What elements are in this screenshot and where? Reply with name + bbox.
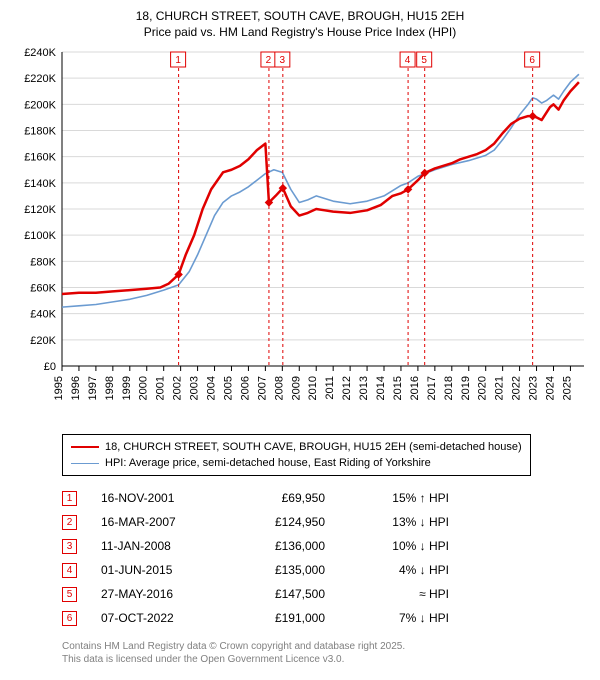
transactions-table: 1 16-NOV-2001 £69,950 15% ↑ HPI 2 16-MAR-2007… — [62, 486, 590, 630]
svg-text:2011: 2011 — [324, 376, 336, 400]
transaction-row: 1 16-NOV-2001 £69,950 15% ↑ HPI — [62, 486, 590, 510]
chart-container: 18, CHURCH STREET, SOUTH CAVE, BROUGH, H… — [0, 0, 600, 672]
transaction-date: 11-JAN-2008 — [101, 539, 211, 553]
transaction-delta: 7% ↓ HPI — [349, 611, 449, 625]
svg-text:£20K: £20K — [30, 335, 56, 347]
footnote-line2: This data is licensed under the Open Gov… — [62, 654, 344, 665]
transaction-badge: 6 — [62, 611, 77, 626]
svg-text:2: 2 — [266, 55, 272, 66]
svg-text:£0: £0 — [44, 361, 56, 373]
transaction-row: 4 01-JUN-2015 £135,000 4% ↓ HPI — [62, 558, 590, 582]
svg-text:2017: 2017 — [426, 376, 438, 400]
svg-text:2004: 2004 — [206, 376, 218, 400]
svg-text:1996: 1996 — [70, 376, 82, 400]
svg-text:2005: 2005 — [222, 376, 234, 400]
transaction-date: 16-NOV-2001 — [101, 491, 211, 505]
chart-svg: £0 £20K £40K £60K £80K £100K £120K £140K £160K £1… — [10, 46, 588, 426]
svg-text:1998: 1998 — [104, 376, 116, 400]
svg-text:£220K: £220K — [24, 74, 56, 86]
transaction-badge: 1 — [62, 491, 77, 506]
legend-swatch — [71, 463, 99, 464]
footnote: Contains HM Land Registry data © Crown c… — [62, 640, 590, 666]
svg-text:£180K: £180K — [24, 126, 56, 138]
svg-text:5: 5 — [421, 55, 427, 66]
transaction-price: £147,500 — [235, 587, 325, 601]
transaction-badge: 3 — [62, 539, 77, 554]
svg-text:£40K: £40K — [30, 309, 56, 321]
transaction-row: 2 16-MAR-2007 £124,950 13% ↓ HPI — [62, 510, 590, 534]
svg-text:2025: 2025 — [561, 376, 573, 400]
svg-text:2007: 2007 — [256, 376, 268, 400]
transaction-price: £191,000 — [235, 611, 325, 625]
transaction-date: 01-JUN-2015 — [101, 563, 211, 577]
svg-text:2003: 2003 — [189, 376, 201, 400]
legend: 18, CHURCH STREET, SOUTH CAVE, BROUGH, H… — [62, 434, 531, 476]
svg-text:2013: 2013 — [358, 376, 370, 400]
transaction-date: 16-MAR-2007 — [101, 515, 211, 529]
transaction-row: 6 07-OCT-2022 £191,000 7% ↓ HPI — [62, 606, 590, 630]
legend-label: HPI: Average price, semi-detached house,… — [105, 457, 431, 469]
transaction-date: 07-OCT-2022 — [101, 611, 211, 625]
transaction-price: £124,950 — [235, 515, 325, 529]
svg-text:2008: 2008 — [273, 376, 285, 400]
svg-text:2024: 2024 — [544, 376, 556, 400]
svg-text:£100K: £100K — [24, 231, 56, 243]
svg-text:2010: 2010 — [307, 376, 319, 400]
svg-text:1: 1 — [175, 55, 181, 66]
svg-text:£120K: £120K — [24, 204, 56, 216]
transaction-delta: ≈ HPI — [349, 587, 449, 601]
transaction-badge: 5 — [62, 587, 77, 602]
svg-text:2015: 2015 — [392, 376, 404, 400]
svg-text:2022: 2022 — [511, 376, 523, 400]
svg-text:£160K: £160K — [24, 152, 56, 164]
svg-text:2000: 2000 — [138, 376, 150, 400]
svg-text:£60K: £60K — [30, 283, 56, 295]
transaction-price: £136,000 — [235, 539, 325, 553]
transaction-delta: 4% ↓ HPI — [349, 563, 449, 577]
svg-text:£80K: £80K — [30, 257, 56, 269]
transaction-row: 3 11-JAN-2008 £136,000 10% ↓ HPI — [62, 534, 590, 558]
svg-text:1995: 1995 — [53, 376, 65, 400]
transaction-date: 27-MAY-2016 — [101, 587, 211, 601]
legend-label: 18, CHURCH STREET, SOUTH CAVE, BROUGH, H… — [105, 441, 522, 453]
transaction-delta: 10% ↓ HPI — [349, 539, 449, 553]
svg-text:2012: 2012 — [341, 376, 353, 400]
svg-text:£240K: £240K — [24, 47, 56, 59]
chart-title: 18, CHURCH STREET, SOUTH CAVE, BROUGH, H… — [10, 8, 590, 40]
footnote-line1: Contains HM Land Registry data © Crown c… — [62, 641, 405, 652]
transaction-badge: 4 — [62, 563, 77, 578]
title-line2: Price paid vs. HM Land Registry's House … — [144, 25, 456, 39]
legend-swatch — [71, 446, 99, 448]
svg-text:2001: 2001 — [155, 376, 167, 400]
svg-text:2023: 2023 — [528, 376, 540, 400]
svg-text:4: 4 — [405, 55, 411, 66]
legend-item: HPI: Average price, semi-detached house,… — [71, 455, 522, 471]
transaction-delta: 13% ↓ HPI — [349, 515, 449, 529]
svg-text:1997: 1997 — [87, 376, 99, 400]
svg-text:£140K: £140K — [24, 178, 56, 190]
svg-text:3: 3 — [280, 55, 286, 66]
svg-text:2020: 2020 — [477, 376, 489, 400]
svg-text:2016: 2016 — [409, 376, 421, 400]
transaction-delta: 15% ↑ HPI — [349, 491, 449, 505]
transaction-row: 5 27-MAY-2016 £147,500 ≈ HPI — [62, 582, 590, 606]
transaction-price: £69,950 — [235, 491, 325, 505]
svg-text:2009: 2009 — [290, 376, 302, 400]
svg-text:6: 6 — [529, 55, 535, 66]
line-chart: £0 £20K £40K £60K £80K £100K £120K £140K £160K £1… — [10, 46, 588, 426]
svg-text:2021: 2021 — [494, 376, 506, 400]
legend-item: 18, CHURCH STREET, SOUTH CAVE, BROUGH, H… — [71, 439, 522, 455]
title-line1: 18, CHURCH STREET, SOUTH CAVE, BROUGH, H… — [136, 9, 465, 23]
svg-text:£200K: £200K — [24, 100, 56, 112]
svg-text:2018: 2018 — [443, 376, 455, 400]
svg-text:2019: 2019 — [460, 376, 472, 400]
transaction-price: £135,000 — [235, 563, 325, 577]
svg-text:1999: 1999 — [121, 376, 133, 400]
svg-text:2014: 2014 — [375, 376, 387, 400]
transaction-badge: 2 — [62, 515, 77, 530]
svg-text:2006: 2006 — [239, 376, 251, 400]
svg-text:2002: 2002 — [172, 376, 184, 400]
